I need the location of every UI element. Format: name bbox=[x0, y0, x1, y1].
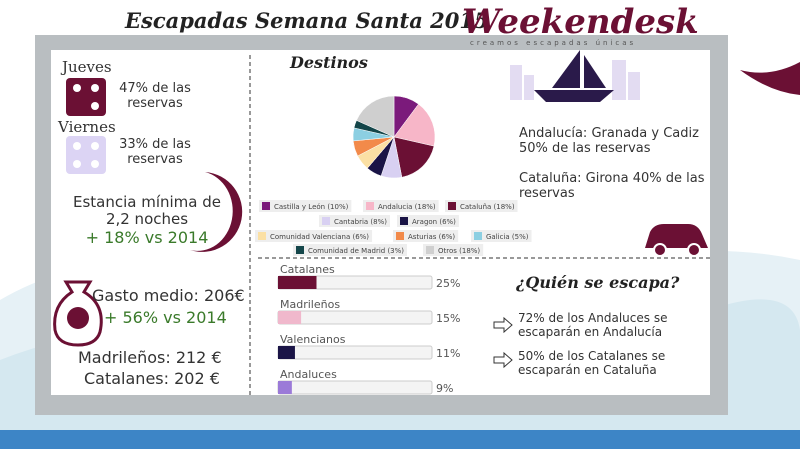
legend-swatch bbox=[448, 202, 456, 210]
legend-item-bg bbox=[319, 215, 390, 227]
legend-label: Asturias (6%) bbox=[408, 233, 455, 241]
bar-value-label: 9% bbox=[436, 382, 453, 395]
legend-swatch bbox=[258, 232, 266, 240]
car-wheel bbox=[653, 243, 667, 257]
chart-title: ¿Quién se escapa? bbox=[515, 273, 680, 292]
origin-spend: Catalanes: 202 € bbox=[84, 369, 220, 388]
pie-slice bbox=[356, 95, 395, 138]
bar-track bbox=[277, 345, 433, 360]
day-label: Viernes bbox=[58, 118, 116, 136]
legend-item-bg bbox=[471, 230, 532, 242]
origin-spend: Madrileños: 212 € bbox=[78, 348, 222, 367]
legend-label: Otros (18%) bbox=[438, 247, 480, 255]
dice-dot bbox=[91, 102, 99, 110]
legend-item-bg bbox=[259, 200, 352, 212]
day-text: 47% de las reservas bbox=[119, 81, 191, 111]
legend-label: Galicia (5%) bbox=[486, 233, 529, 241]
car-icon bbox=[645, 224, 708, 248]
chart-title: Destinos bbox=[289, 53, 368, 72]
bar-value-label: 15% bbox=[436, 312, 460, 325]
bar bbox=[278, 381, 292, 394]
page-title: Escapadas Semana Santa 2015 bbox=[125, 8, 489, 33]
boat-sail bbox=[584, 55, 606, 88]
legend-item-bg bbox=[293, 244, 408, 256]
legend-item-bg bbox=[393, 230, 459, 242]
dice-icon bbox=[66, 136, 106, 174]
spend-change: + 56% vs 2014 bbox=[104, 308, 227, 327]
who-note: 72% de los Andaluces se escaparán en And… bbox=[518, 311, 668, 339]
destination-note: Andalucía: Granada y Cadiz 50% de las re… bbox=[519, 126, 699, 156]
moon-icon bbox=[190, 172, 243, 252]
day-label: Jueves bbox=[62, 58, 112, 76]
arrow-icon bbox=[493, 316, 513, 334]
tagline: creamos escapadas únicas bbox=[470, 39, 637, 47]
legend-swatch bbox=[262, 202, 270, 210]
destination-note: Cataluña: Girona 40% de las reservas bbox=[519, 171, 705, 201]
dice-dot bbox=[91, 160, 99, 168]
bar bbox=[278, 276, 317, 289]
legend-swatch bbox=[296, 246, 304, 254]
legend-label: Cantabria (8%) bbox=[334, 218, 387, 226]
legend-label: Andalucia (18%) bbox=[378, 203, 436, 211]
ribbon bbox=[740, 62, 800, 95]
legend-swatch bbox=[366, 202, 374, 210]
bar-value-label: 11% bbox=[436, 347, 460, 360]
dice-dot bbox=[73, 160, 81, 168]
bar bbox=[278, 346, 295, 359]
legend-label: Cataluña (18%) bbox=[460, 203, 515, 211]
legend-item-bg bbox=[363, 200, 439, 212]
pie-slice bbox=[393, 136, 435, 178]
footer-bar bbox=[0, 430, 800, 449]
logo: Weekendesk bbox=[462, 2, 699, 42]
legend-swatch bbox=[400, 217, 408, 225]
legend-swatch bbox=[474, 232, 482, 240]
pie-slice bbox=[393, 103, 436, 147]
bar-track bbox=[277, 380, 433, 395]
bar-category: Madrileños bbox=[280, 298, 340, 311]
city-icon bbox=[510, 60, 640, 100]
legend-label: Aragon (6%) bbox=[412, 218, 456, 226]
stay-change: + 18% vs 2014 bbox=[85, 228, 209, 247]
legend-swatch bbox=[396, 232, 404, 240]
legend-swatch bbox=[426, 246, 434, 254]
boat-hull bbox=[534, 90, 614, 102]
dice-dot bbox=[91, 84, 99, 92]
car-wheel bbox=[687, 243, 701, 257]
bar-category: Catalanes bbox=[280, 263, 335, 276]
legend-item-bg bbox=[255, 230, 373, 242]
spend-text: Gasto medio: 206€ bbox=[92, 286, 245, 305]
bar-category: Andaluces bbox=[280, 368, 337, 381]
who-note: 50% de los Catalanes se escaparán en Cat… bbox=[518, 349, 666, 377]
dice-dot bbox=[73, 142, 81, 150]
boat-sail bbox=[552, 50, 580, 88]
day-text: 33% de las reservas bbox=[119, 137, 191, 167]
legend-item-bg bbox=[445, 200, 518, 212]
money-bag-icon bbox=[67, 307, 89, 329]
bar-category: Valencianos bbox=[280, 333, 346, 346]
stay-text: Estancia mínima de 2,2 noches bbox=[72, 193, 222, 229]
legend-label: Comunidad Valenciana (6%) bbox=[270, 233, 369, 241]
bar-value-label: 25% bbox=[436, 277, 460, 290]
arrow-icon bbox=[493, 351, 513, 369]
dice-icon bbox=[66, 78, 106, 116]
legend-label: Castilla y León (10%) bbox=[274, 203, 349, 211]
dice-dot bbox=[73, 84, 81, 92]
legend-swatch bbox=[322, 217, 330, 225]
bar bbox=[278, 311, 302, 324]
legend-item-bg bbox=[397, 215, 459, 227]
legend-item-bg bbox=[423, 244, 484, 256]
dice-dot bbox=[91, 142, 99, 150]
legend-label: Comunidad de Madrid (3%) bbox=[308, 247, 404, 255]
